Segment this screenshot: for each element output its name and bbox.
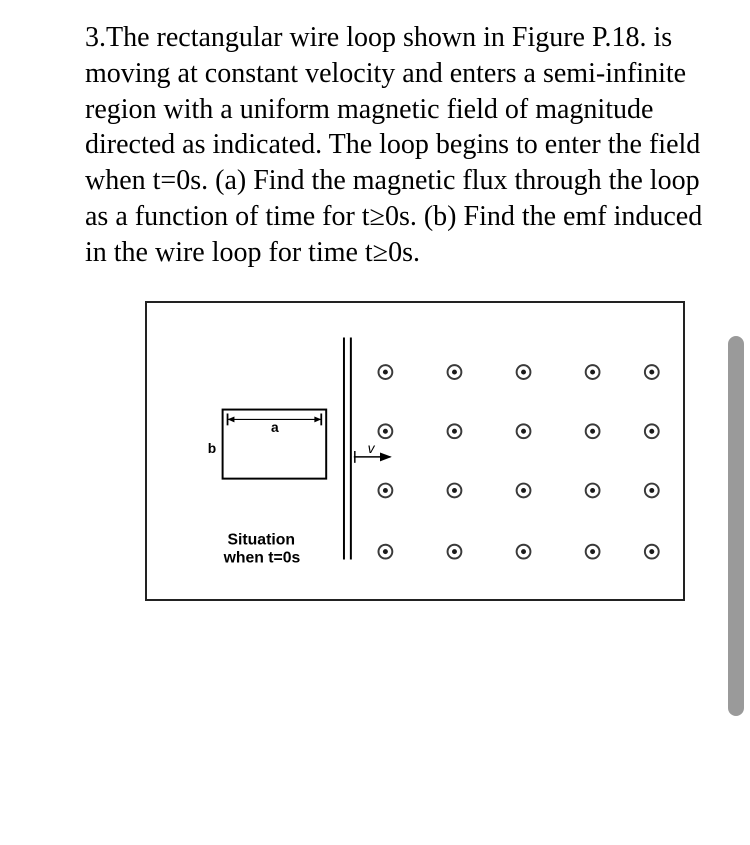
caption-situation: Situation (228, 532, 295, 549)
field-dot-center (521, 429, 526, 434)
field-dot-center (452, 549, 457, 554)
field-dot-center (521, 549, 526, 554)
field-dot-center (452, 488, 457, 493)
dimension-a-arrow-left (228, 416, 235, 422)
field-dot-center (649, 549, 654, 554)
field-dot-center (649, 488, 654, 493)
field-dot-center (383, 429, 388, 434)
figure-p18: a b v Situation when t=0s (145, 301, 685, 601)
problem-content: 3.The rectangular wire loop shown in Fig… (0, 0, 750, 601)
field-dot-center (452, 429, 457, 434)
label-a: a (271, 419, 279, 435)
field-dot-center (590, 429, 595, 434)
dimension-a-arrow-right (314, 416, 321, 422)
field-dot-center (649, 369, 654, 374)
label-v: v (368, 440, 376, 456)
field-dot-center (590, 549, 595, 554)
field-dots (378, 365, 658, 558)
field-dot-center (521, 488, 526, 493)
field-dot-center (383, 488, 388, 493)
field-dot-center (452, 369, 457, 374)
vertical-scrollbar[interactable] (728, 336, 744, 716)
field-dot-center (521, 369, 526, 374)
label-b: b (208, 440, 216, 456)
field-dot-center (649, 429, 654, 434)
field-dot-center (590, 488, 595, 493)
figure-svg: a b v Situation when t=0s (147, 303, 683, 599)
caption-when: when t=0s (223, 549, 301, 566)
field-dot-center (383, 549, 388, 554)
field-dot-center (590, 369, 595, 374)
field-dot-center (383, 369, 388, 374)
problem-text: 3.The rectangular wire loop shown in Fig… (85, 20, 705, 271)
